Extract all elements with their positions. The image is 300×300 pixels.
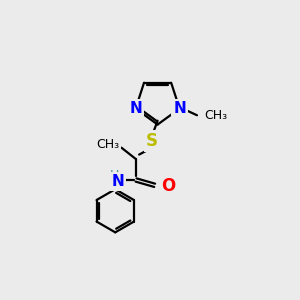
Text: CH₃: CH₃	[97, 138, 120, 151]
Text: N: N	[129, 101, 142, 116]
Text: O: O	[161, 177, 176, 195]
Text: CH₃: CH₃	[205, 109, 228, 122]
Text: N: N	[173, 101, 186, 116]
Text: H: H	[110, 169, 119, 182]
Text: N: N	[111, 174, 124, 189]
Text: S: S	[146, 133, 158, 151]
